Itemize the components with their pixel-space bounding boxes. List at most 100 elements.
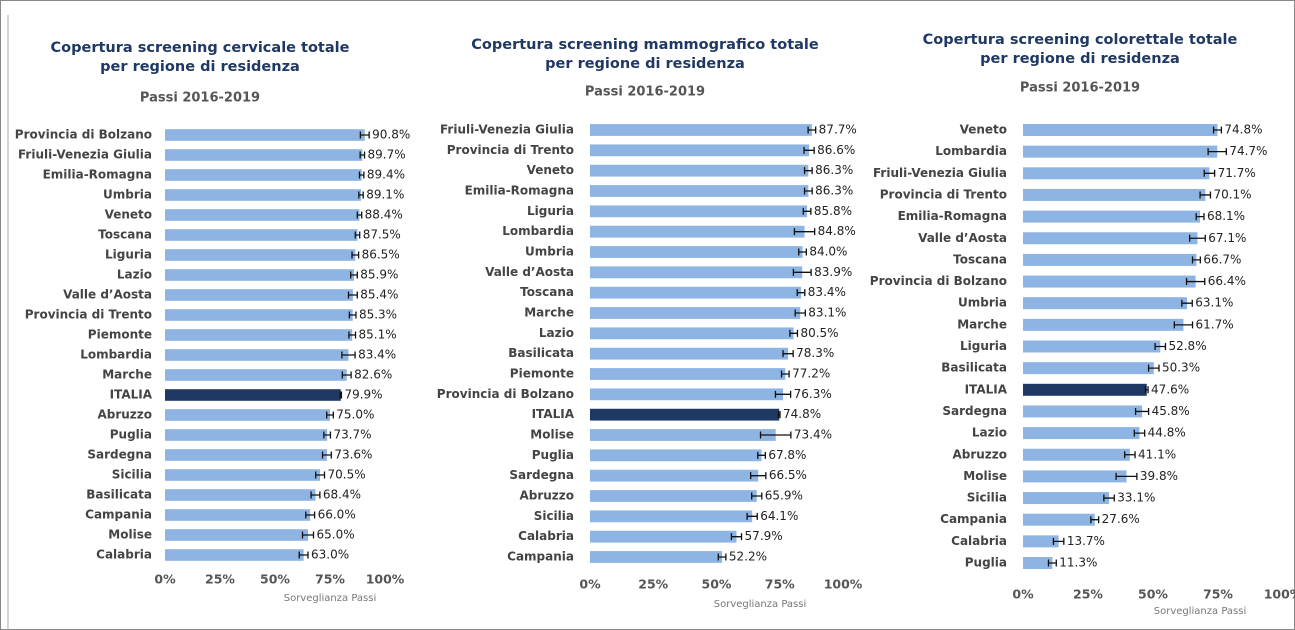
bar [165,549,304,561]
chart-subtitle: Passi 2016-2019 [1020,81,1140,96]
category-label: Veneto [960,123,1007,137]
category-label: Liguria [105,248,152,262]
bar [165,349,349,361]
bar [165,149,363,161]
category-label: Marche [957,317,1007,331]
value-label: 89.7% [368,148,406,162]
x-tick-label: 75% [315,572,345,587]
value-label: 52.2% [729,550,767,564]
category-label: Toscana [953,252,1007,266]
value-label: 84.8% [818,224,856,238]
error-bar [347,291,358,299]
category-label: Campania [507,550,574,564]
chart-subtitle: Passi 2016-2019 [140,91,260,106]
category-label: Valle d’Aosta [63,288,152,302]
value-label: 47.6% [1151,382,1189,396]
category-label: Toscana [520,285,574,299]
category-label: Basilicata [86,488,152,502]
value-label: 66.5% [769,468,807,482]
value-label: 13.7% [1067,534,1105,548]
bar [1023,405,1143,418]
category-label: Sicilia [534,509,574,523]
value-label: 75.0% [336,408,374,422]
value-label: 57.9% [745,529,783,543]
category-label: Umbria [958,296,1007,310]
bar [590,530,737,543]
category-label: Molise [108,528,152,542]
bar [1023,318,1184,331]
category-label: Provincia di Bolzano [870,274,1007,288]
value-label: 79.9% [344,388,382,402]
bar [590,246,803,258]
category-label: Sardegna [509,468,574,482]
bar [590,449,762,462]
value-label: 73.4% [794,428,832,442]
chart-title: Copertura screening colorettale totale [923,32,1238,48]
error-bar [358,191,364,199]
category-label: Veneto [527,163,574,177]
error-bar [1133,429,1146,437]
error-bar [339,391,343,399]
bar [590,164,809,177]
value-label: 88.4% [365,208,403,222]
bar [590,551,723,563]
value-label: 85.8% [814,204,852,218]
error-bar [750,472,767,480]
source-note: Sorveglianza Passi [714,599,806,610]
category-label: Campania [940,512,1007,526]
category-label: Molise [530,428,574,442]
value-label: 67.8% [768,448,806,462]
category-label: Sicilia [112,468,152,482]
error-bar [794,309,806,317]
bar [590,388,784,401]
value-label: 45.8% [1152,404,1190,418]
error-bar [350,271,358,279]
error-bar [356,211,363,219]
value-label: 82.6% [354,368,392,382]
category-label: Liguria [960,339,1007,353]
error-bar [301,531,315,539]
bar [590,185,809,197]
bar [590,205,808,218]
value-label: 71.7% [1218,166,1256,180]
category-label: Lazio [539,326,574,340]
value-label: 83.4% [808,285,846,299]
category-label: Molise [963,469,1007,483]
category-label: Calabria [96,548,152,562]
category-label: Abruzzo [97,408,152,422]
bar [165,409,330,421]
x-tick-label: 0% [579,577,601,592]
category-label: Friuli-Venezia Giulia [873,166,1007,180]
value-label: 86.5% [362,248,400,262]
value-label: 74.8% [783,407,821,421]
value-label: 85.9% [360,268,398,282]
bar [590,124,812,136]
error-bar [1047,559,1057,567]
error-bar [730,533,743,541]
value-label: 86.6% [817,143,855,157]
value-label: 70.5% [328,468,366,482]
category-label: Provincia di Trento [447,143,574,157]
bar [1023,188,1206,201]
error-bar [798,248,807,256]
value-label: 66.7% [1203,252,1241,266]
bar [1023,535,1059,548]
category-label: Calabria [518,529,574,543]
error-bar [796,289,806,297]
category-label: ITALIA [965,382,1008,396]
value-label: 89.4% [367,168,405,182]
error-bar [326,411,334,419]
bar [590,266,803,279]
category-label: Sicilia [967,491,1007,505]
x-tick-label: 100% [824,577,863,592]
value-label: 85.4% [360,288,398,302]
value-label: 83.9% [814,265,852,279]
error-bar [341,371,352,379]
bar [165,469,321,481]
category-label: Lombardia [502,224,574,238]
category-label: Liguria [527,204,574,218]
value-label: 86.3% [815,163,853,177]
bar [165,329,353,341]
bar [590,327,794,340]
error-bar [310,491,321,499]
